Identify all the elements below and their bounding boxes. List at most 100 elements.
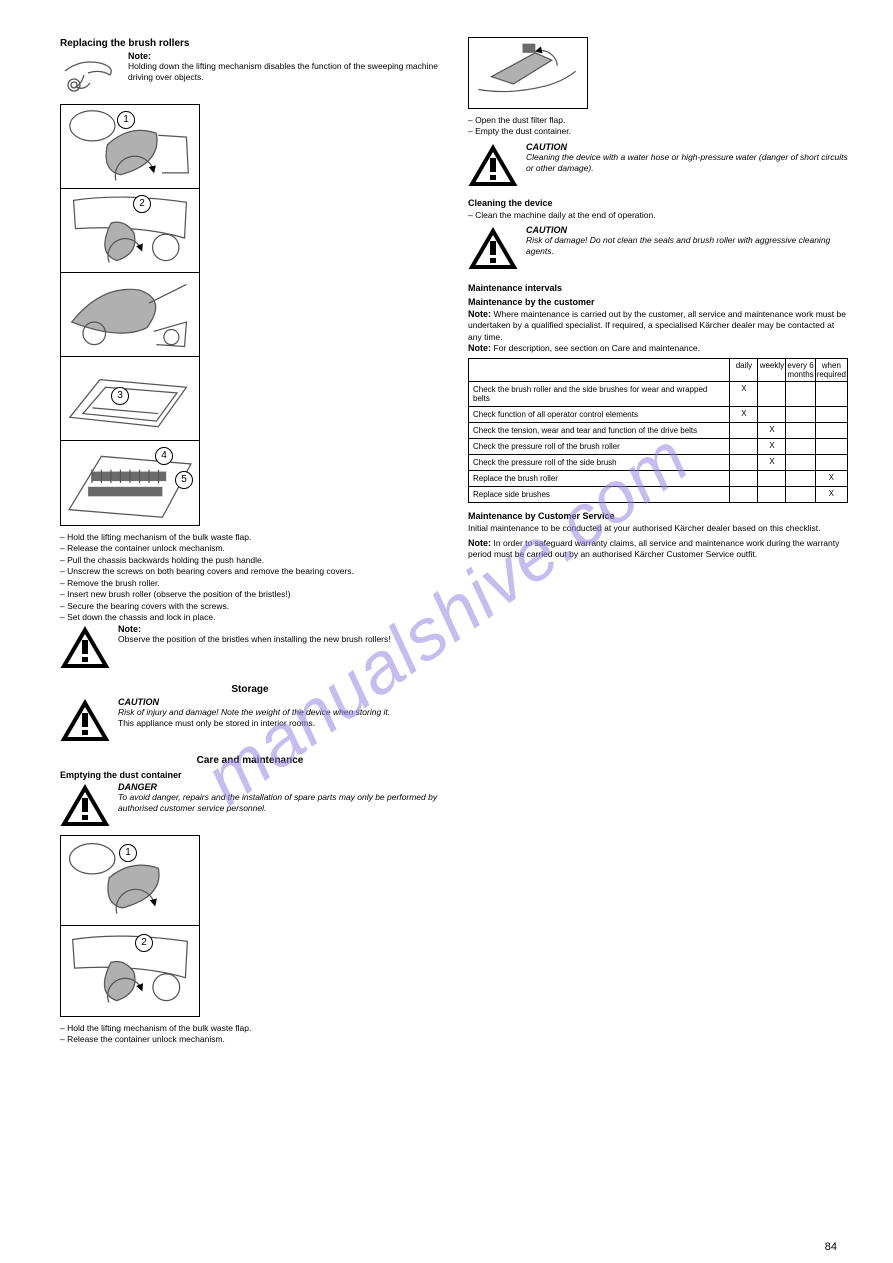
- table-row: Check the brush roller and the side brus…: [469, 381, 848, 406]
- note-text: Holding down the lifting mechanism disab…: [128, 61, 440, 83]
- illus-cell-1: 1: [61, 105, 199, 189]
- maintenance-table: daily weekly every 6 months when require…: [468, 358, 848, 503]
- dealer-heading: Maintenance by Customer Service: [468, 511, 848, 521]
- illus-lift-1: 1: [61, 836, 199, 926]
- step-5: Remove the brush roller.: [60, 578, 440, 589]
- task-cell: Check the pressure roll of the brush rol…: [469, 438, 730, 454]
- note-label: Note:: [128, 51, 440, 61]
- task-cell: Check the brush roller and the side brus…: [469, 381, 730, 406]
- note2-text: Observe the position of the bristles whe…: [118, 634, 440, 645]
- cell-r: [815, 454, 847, 470]
- step-3: Pull the chassis backwards holding the p…: [60, 555, 440, 566]
- step-7: Secure the bearing covers with the screw…: [60, 601, 440, 612]
- step-2: Release the container unlock mechanism.: [60, 543, 440, 554]
- step-circle-3: 3: [111, 387, 129, 405]
- task-cell: Check function of all operator control e…: [469, 406, 730, 422]
- cell-d: [730, 422, 758, 438]
- open-steps: Open the dust filter flap. Empty the dus…: [468, 115, 848, 138]
- cell-r: X: [815, 486, 847, 502]
- step-1: Hold the lifting mechanism of the bulk w…: [60, 532, 440, 543]
- cell-w: X: [758, 422, 786, 438]
- caution1-text: Risk of injury and damage! Note the weig…: [118, 707, 440, 718]
- lift-steps-list: Hold the lifting mechanism of the bulk w…: [60, 1023, 440, 1046]
- caution3-text: Risk of damage! Do not clean the seals a…: [526, 235, 848, 257]
- task-cell: Replace side brushes: [469, 486, 730, 502]
- caution3-label: CAUTION: [526, 225, 848, 235]
- warning-triangle-icon: [60, 782, 110, 832]
- illus-open-flap: [468, 37, 588, 109]
- table-row: Replace side brushes X: [469, 486, 848, 502]
- table-row: Check the pressure roll of the brush rol…: [469, 438, 848, 454]
- cell-w: X: [758, 454, 786, 470]
- warning-triangle-icon: [60, 697, 110, 747]
- illus-cell-4: 3: [61, 357, 199, 441]
- warning-triangle-icon: [468, 225, 518, 275]
- care-sub: Emptying the dust container: [60, 770, 440, 780]
- open-step-2: Empty the dust container.: [468, 126, 848, 137]
- task-cell: Check the pressure roll of the side brus…: [469, 454, 730, 470]
- cell-r: [815, 381, 847, 406]
- cell-w: [758, 470, 786, 486]
- cell-r: [815, 422, 847, 438]
- cell-d: [730, 438, 758, 454]
- cell-d: [730, 454, 758, 470]
- task-cell: Replace the brush roller: [469, 470, 730, 486]
- caution2-text: Cleaning the device with a water hose or…: [526, 152, 848, 174]
- th-task: [469, 358, 730, 381]
- heading-replace-brush: Replacing the brush rollers: [60, 38, 440, 49]
- maint-note2-label: Note:: [468, 343, 491, 353]
- cell-m: [786, 422, 815, 438]
- clean-heading: Cleaning the device: [468, 198, 848, 208]
- warning-triangle-icon: [468, 142, 518, 192]
- lift-step-2: Release the container unlock mechanism.: [60, 1034, 440, 1045]
- page-number: 84: [825, 1241, 837, 1253]
- cell-r: X: [815, 470, 847, 486]
- maint-sub: Maintenance by the customer: [468, 297, 848, 307]
- cell-w: [758, 486, 786, 502]
- caution2-label: CAUTION: [526, 142, 848, 152]
- maint-heading: Maintenance intervals: [468, 283, 848, 293]
- cell-d: X: [730, 381, 758, 406]
- maint-note: Where maintenance is carried out by the …: [468, 309, 846, 341]
- illus-cell-5: 4 5: [61, 441, 199, 525]
- step-8: Set down the chassis and lock in place.: [60, 612, 440, 623]
- table-row: Replace the brush roller X: [469, 470, 848, 486]
- dealer-text: Initial maintenance to be conducted at y…: [468, 523, 848, 534]
- danger1-text: To avoid danger, repairs and the install…: [118, 792, 440, 814]
- maint-note-label: Note:: [468, 309, 491, 319]
- step-4: Unscrew the screws on both bearing cover…: [60, 566, 440, 577]
- storage-heading: Storage: [60, 684, 440, 695]
- illus-cell-2: 2: [61, 189, 199, 273]
- th-6mo: every 6 months: [786, 358, 815, 381]
- cell-m: [786, 454, 815, 470]
- table-row: Check the tension, wear and tear and fun…: [469, 422, 848, 438]
- cell-d: [730, 486, 758, 502]
- th-daily: daily: [730, 358, 758, 381]
- note2-label: Note:: [118, 624, 440, 634]
- caution1-text2: This appliance must only be stored in in…: [118, 718, 440, 729]
- cell-m: [786, 438, 815, 454]
- cell-r: [815, 406, 847, 422]
- warranty-note-label: Note:: [468, 538, 491, 548]
- table-row: Check function of all operator control e…: [469, 406, 848, 422]
- warning-triangle-icon: [60, 624, 110, 674]
- left-column: Replacing the brush rollers Note: Holdin…: [60, 34, 440, 1046]
- cell-r: [815, 438, 847, 454]
- lift-circle-1: 1: [119, 844, 137, 862]
- illus-cell-3: [61, 273, 199, 357]
- open-step-1: Open the dust filter flap.: [468, 115, 848, 126]
- illus-lift-2: 2: [61, 926, 199, 1016]
- cell-w: [758, 406, 786, 422]
- cell-m: [786, 381, 815, 406]
- cell-w: [758, 381, 786, 406]
- note-pointing-hand-icon: [60, 51, 120, 101]
- illustration-stack-lift: 1 2: [60, 835, 200, 1017]
- cell-m: [786, 406, 815, 422]
- lift-step-1: Hold the lifting mechanism of the bulk w…: [60, 1023, 440, 1034]
- maint-note2: For description, see section on Care and…: [494, 343, 700, 353]
- table-header-row: daily weekly every 6 months when require…: [469, 358, 848, 381]
- step-circle-2: 2: [133, 195, 151, 213]
- step-6: Insert new brush roller (observe the pos…: [60, 589, 440, 600]
- illustration-stack-replace: 1 2: [60, 104, 200, 526]
- clean-list: Clean the machine daily at the end of op…: [468, 210, 848, 221]
